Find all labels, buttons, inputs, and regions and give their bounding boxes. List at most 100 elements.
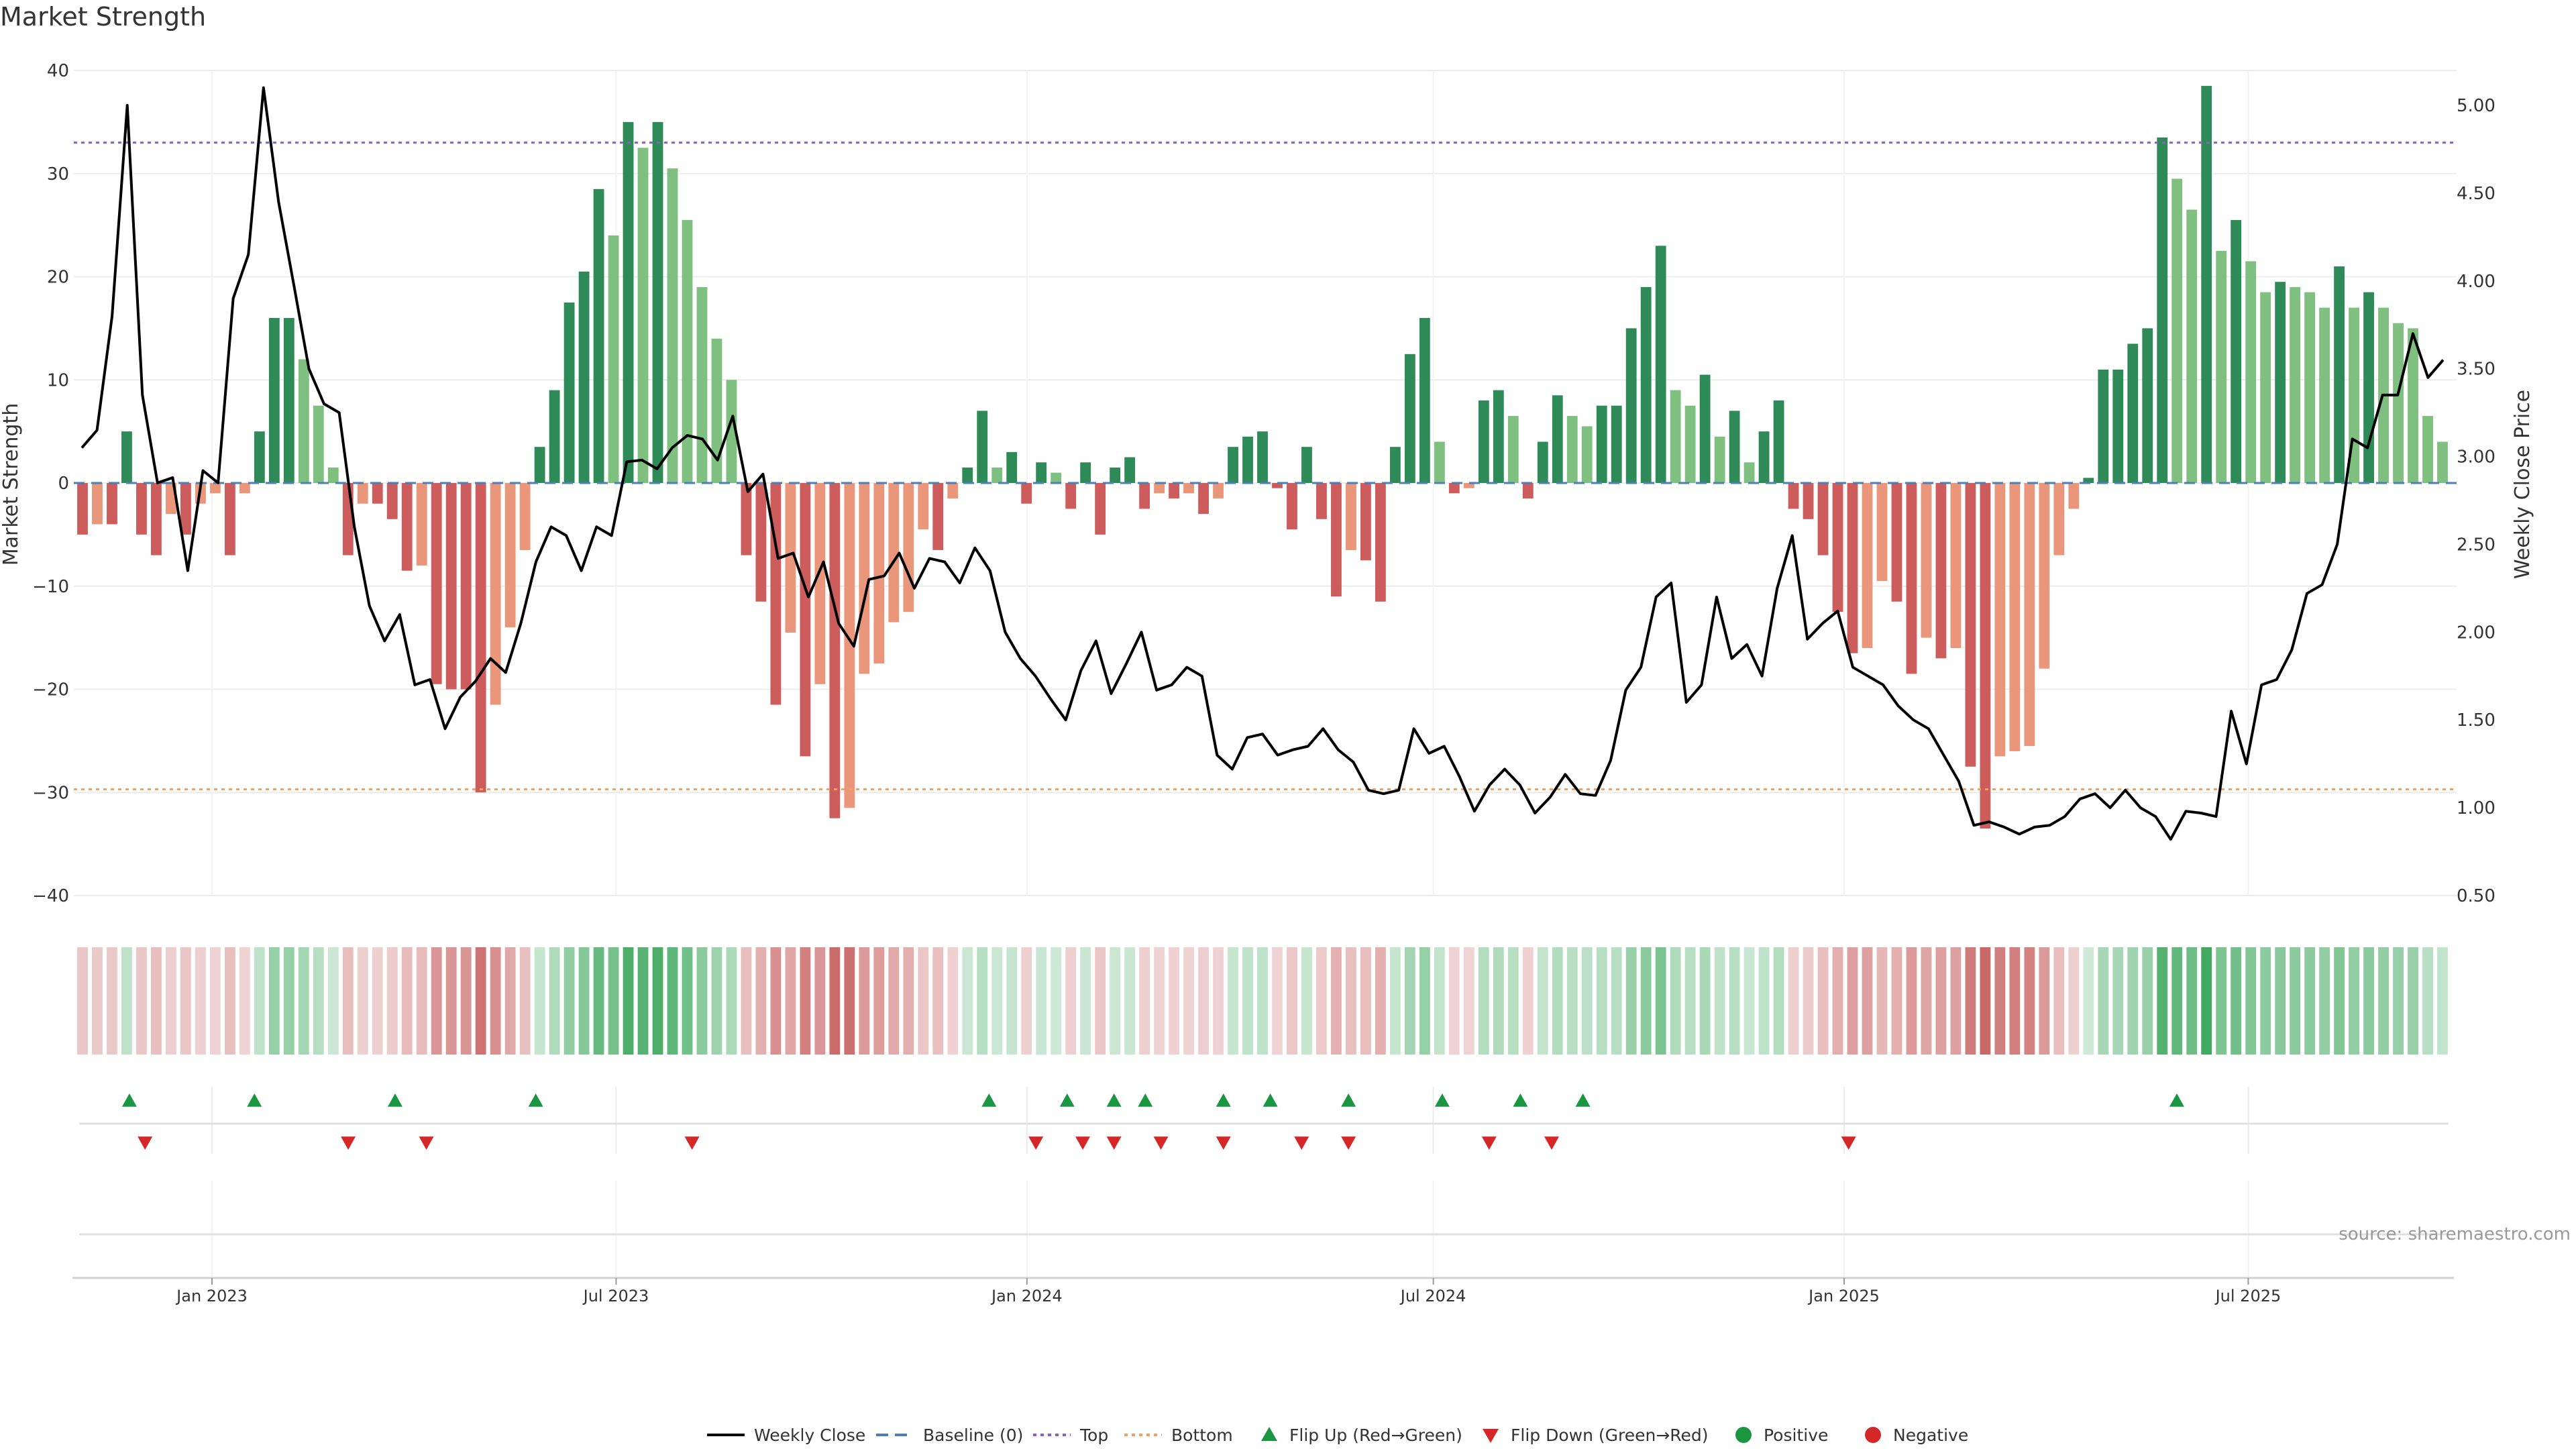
strength-bar — [800, 483, 811, 757]
flip-up-marker — [981, 1093, 997, 1107]
strip-cell — [1095, 947, 1106, 1055]
strength-bar — [2098, 369, 2109, 483]
strength-bar — [2186, 209, 2198, 483]
strip-cell — [947, 947, 959, 1055]
source-label: source: sharemaestro.com — [2339, 1224, 2571, 1244]
strip-cell — [1611, 947, 1622, 1055]
strength-bar — [1566, 416, 1578, 483]
right-tick-label: 4.00 — [2457, 272, 2496, 292]
strength-bar — [1463, 483, 1474, 488]
strip-cell — [770, 947, 782, 1055]
strip-cell — [1906, 947, 1917, 1055]
strength-bar — [1684, 405, 1696, 483]
strip-cell — [2009, 947, 2021, 1055]
strip-cell — [1493, 947, 1504, 1055]
strength-bar — [254, 431, 265, 483]
right-tick-label: 2.50 — [2457, 535, 2496, 555]
strength-bar — [357, 483, 368, 504]
strip-cell — [224, 947, 235, 1055]
right-tick-label: 0.50 — [2457, 886, 2496, 906]
strength-bar — [1389, 447, 1401, 483]
strip-cell — [1419, 947, 1430, 1055]
strip-cell — [1301, 947, 1312, 1055]
strip-cell — [239, 947, 250, 1055]
strip-cell — [755, 947, 767, 1055]
strip-cell — [829, 947, 841, 1055]
right-tick-label: 3.00 — [2457, 447, 2496, 468]
strength-bar — [1640, 286, 1652, 483]
strength-bar — [652, 121, 663, 483]
strength-bar — [1788, 483, 1799, 509]
strip-cell — [1124, 947, 1136, 1055]
strength-bar — [1817, 483, 1829, 555]
strength-bar — [2157, 137, 2168, 483]
strip-cell — [372, 947, 383, 1055]
strip-cell — [1389, 947, 1401, 1055]
strength-bar — [77, 483, 88, 535]
strip-cell — [1507, 947, 1519, 1055]
strip-cell — [741, 947, 752, 1055]
strength-bar — [1478, 400, 1489, 483]
strip-cell — [652, 947, 663, 1055]
strip-cell — [2039, 947, 2050, 1055]
flip-down-marker — [1481, 1136, 1497, 1150]
strength-bar — [2245, 261, 2257, 483]
strip-cell — [1847, 947, 1858, 1055]
strength-heat-strip — [77, 947, 2448, 1055]
strip-cell — [726, 947, 737, 1055]
strength-bar — [2260, 292, 2271, 483]
strength-bar — [1891, 483, 1902, 602]
strip-cell — [1242, 947, 1253, 1055]
strength-bar — [1346, 483, 1356, 550]
right-tick-label: 1.00 — [2457, 798, 2496, 818]
strip-cell — [268, 947, 280, 1055]
strip-cell — [1051, 947, 1062, 1055]
strip-cell — [2083, 947, 2094, 1055]
strength-bar — [342, 483, 354, 555]
strength-bar — [2437, 441, 2448, 483]
weekly-close-series — [80, 86, 2445, 841]
strip-cell — [2437, 947, 2448, 1055]
legend-label: Top — [1079, 1426, 1108, 1445]
flip-up-marker — [1341, 1093, 1356, 1107]
strength-bar — [2319, 307, 2330, 483]
strength-bar — [623, 121, 634, 483]
strength-bar — [1065, 483, 1077, 509]
strip-cell — [2245, 947, 2257, 1055]
flip-up-marker — [1575, 1093, 1591, 1107]
strength-bar — [107, 483, 117, 525]
strip-cell — [1154, 947, 1165, 1055]
strip-cell — [2363, 947, 2374, 1055]
strength-bar — [431, 483, 442, 684]
strength-bar — [2083, 478, 2094, 483]
strength-bar — [2304, 292, 2316, 483]
strength-bar — [1242, 436, 1253, 483]
strength-bar — [1301, 447, 1312, 483]
strength-bar — [711, 338, 722, 483]
strip-cell — [77, 947, 88, 1055]
x-tick-label: Jul 2023 — [582, 1287, 649, 1305]
strip-cell — [2319, 947, 2330, 1055]
strip-cell — [2408, 947, 2418, 1055]
strip-cell — [1272, 947, 1283, 1055]
strip-cell — [416, 947, 427, 1055]
legend: Weekly Close Baseline (0) Top Bottom Flip Up… — [707, 1426, 1968, 1445]
strip-cell — [519, 947, 531, 1055]
strength-bar — [1847, 483, 1858, 653]
strip-cell — [637, 947, 649, 1055]
strength-bar — [667, 168, 678, 483]
strength-bar — [549, 390, 560, 483]
strip-cell — [1832, 947, 1843, 1055]
strip-cell — [1581, 947, 1593, 1055]
strip-cell — [1670, 947, 1681, 1055]
legend-label: Baseline (0) — [923, 1426, 1023, 1445]
strength-bar — [1434, 441, 1445, 483]
legend-triangle-down-icon — [1483, 1429, 1499, 1443]
strength-bar — [1596, 405, 1607, 483]
strength-bars — [77, 86, 2448, 829]
strength-bar — [1773, 400, 1784, 483]
flip-up-marker — [1434, 1093, 1450, 1107]
x-tick-label: Jan 2025 — [1807, 1287, 1880, 1305]
strip-cell — [2186, 947, 2198, 1055]
strip-cell — [431, 947, 442, 1055]
